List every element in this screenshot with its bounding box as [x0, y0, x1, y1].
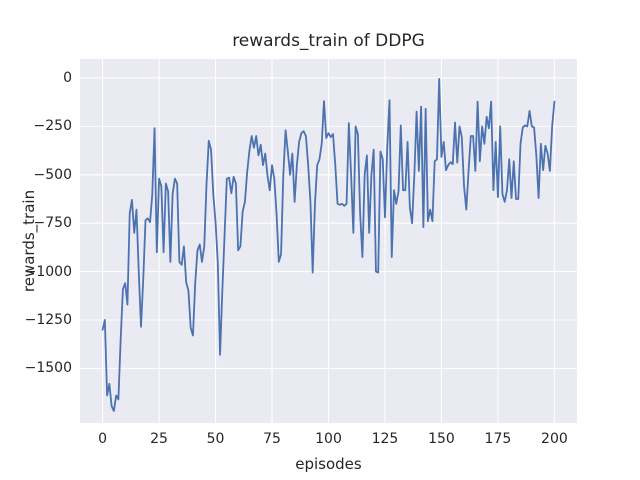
x-tick-label: 75 [263, 431, 281, 447]
y-tick-label: −1250 [24, 311, 72, 328]
y-tick-label: 0 [63, 69, 72, 86]
chart-title: rewards_train of DDPG [232, 31, 425, 51]
x-tick-label: 25 [150, 431, 168, 447]
x-tick-label: 50 [206, 431, 225, 447]
y-tick-label: −750 [33, 215, 72, 232]
y-tick-label: −250 [33, 118, 72, 135]
x-tick-label: 125 [371, 431, 399, 447]
x-tick-label: 100 [315, 431, 342, 447]
x-tick-label: 0 [98, 431, 108, 447]
y-tick-label: −500 [33, 166, 72, 183]
x-tick-label: 175 [484, 431, 512, 447]
line-chart-svg [80, 59, 577, 423]
y-tick-label: −1500 [24, 360, 72, 377]
data-line-rewards_train [101, 78, 556, 412]
plot-area [80, 59, 577, 423]
x-tick-label: 200 [541, 431, 568, 447]
y-axis-label: rewards_train [20, 189, 38, 293]
x-axis-label: episodes [295, 455, 362, 473]
x-tick-label: 150 [428, 431, 455, 447]
y-tick-label: −1000 [24, 263, 72, 280]
